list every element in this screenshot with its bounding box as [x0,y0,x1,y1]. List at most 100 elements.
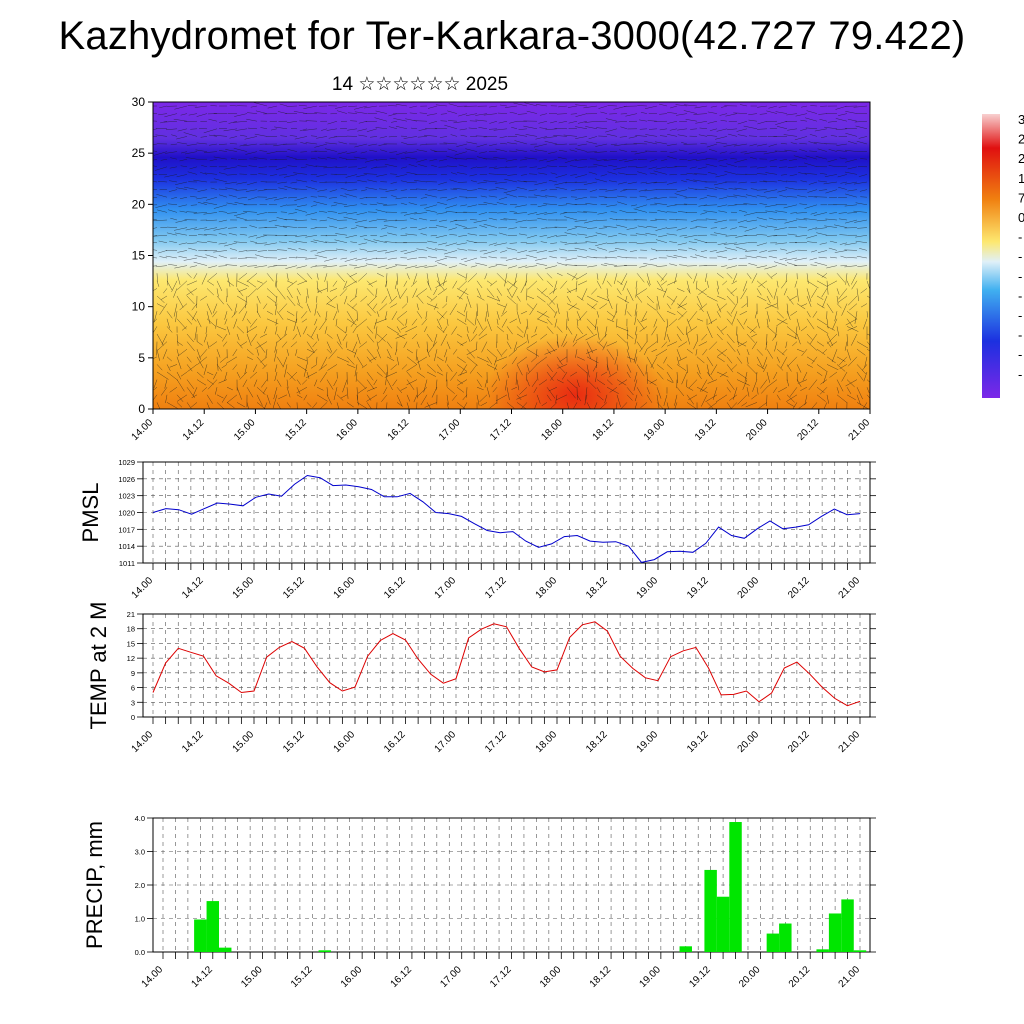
wind-vector [809,257,818,261]
wind-vector [176,356,182,370]
wind-vector [511,126,518,130]
wind-vector [326,280,329,292]
wind-vector [190,402,198,408]
wind-vector [516,295,521,302]
wind-vector [855,202,868,206]
wind-vector [206,402,210,409]
wind-vector [458,280,468,290]
wind-vector [186,333,194,343]
wind-vector [525,265,538,268]
wind-vector [844,204,858,207]
wind-vector [768,143,778,147]
wind-vector [501,318,508,328]
wind-vector [851,280,858,290]
wind-vector [495,187,508,190]
wind-vector [171,196,178,200]
wind-vector [274,341,278,353]
wind-vector [705,394,718,403]
wind-vector [284,364,288,378]
wind-vector [229,143,238,145]
wind-vector [596,219,608,221]
wind-vector [835,118,848,122]
wind-vector [836,387,840,394]
wind-vector [516,257,528,260]
wind-vector [661,341,668,348]
wind-vector [435,234,448,239]
wind-vector [713,232,728,236]
wind-vector [726,265,738,269]
wind-vector [350,250,358,253]
wind-vector [327,217,338,221]
wind-vector [366,128,378,132]
wind-vector [478,203,488,206]
wind-vector [844,181,858,185]
wind-vector [739,226,748,228]
wind-vector [196,113,208,117]
wind-vector [838,295,848,303]
wind-vector [708,318,718,325]
wind-vector [177,128,188,132]
wind-vector [572,333,578,343]
wind-vector [153,136,158,137]
wind-vector [576,394,582,402]
wind-vector [706,134,718,137]
wind-vector [819,242,828,245]
wind-vector [818,256,828,259]
wind-vector [726,273,733,279]
wind-vector [726,387,731,393]
wind-vector [408,202,418,206]
wind-vector [839,242,848,245]
x-tick-label: 14.00 [130,417,156,443]
wind-vector [348,105,358,108]
wind-vector [535,257,548,261]
wind-vector [705,158,718,160]
wind-vector [835,128,848,131]
wind-vector [525,134,538,137]
precip-bar [219,947,232,952]
wind-vector [400,180,408,183]
wind-vector [516,379,520,391]
wind-vector [204,234,218,236]
wind-vector [539,113,548,116]
wind-vector [544,348,558,355]
wind-vector [390,181,398,184]
wind-vector [229,136,238,139]
wind-vector [363,173,378,175]
wind-vector [576,364,588,374]
wind-vector [495,356,508,362]
wind-vector [385,280,388,288]
wind-vector [236,295,248,303]
wind-vector [675,104,688,107]
wind-vector [845,318,858,326]
wind-vector [536,371,539,381]
wind-vector [345,280,358,288]
wind-vector [314,379,318,387]
wind-vector [203,212,218,215]
wind-vector [676,356,680,365]
wind-vector [656,295,660,310]
wind-vector [288,257,298,259]
wind-vector [456,310,466,317]
wind-vector [759,113,768,115]
wind-vector [379,188,388,190]
wind-vector [718,303,728,311]
x-tick-label: 20.00 [737,964,763,990]
precip-bar [206,901,220,952]
wind-vector [349,272,358,277]
wind-vector [406,379,418,386]
wind-vector [260,127,268,130]
wind-vector [649,379,658,384]
wind-vector [305,257,318,260]
wind-vector [213,204,228,209]
wind-vector [653,170,668,175]
wind-vector [624,303,628,316]
wind-vector [256,349,259,356]
wind-vector [361,189,368,192]
wind-vector [314,265,328,267]
wind-vector [604,326,608,338]
wind-vector [686,178,698,183]
wind-vector [476,318,483,330]
wind-vector [218,233,228,236]
wind-vector [800,326,808,332]
